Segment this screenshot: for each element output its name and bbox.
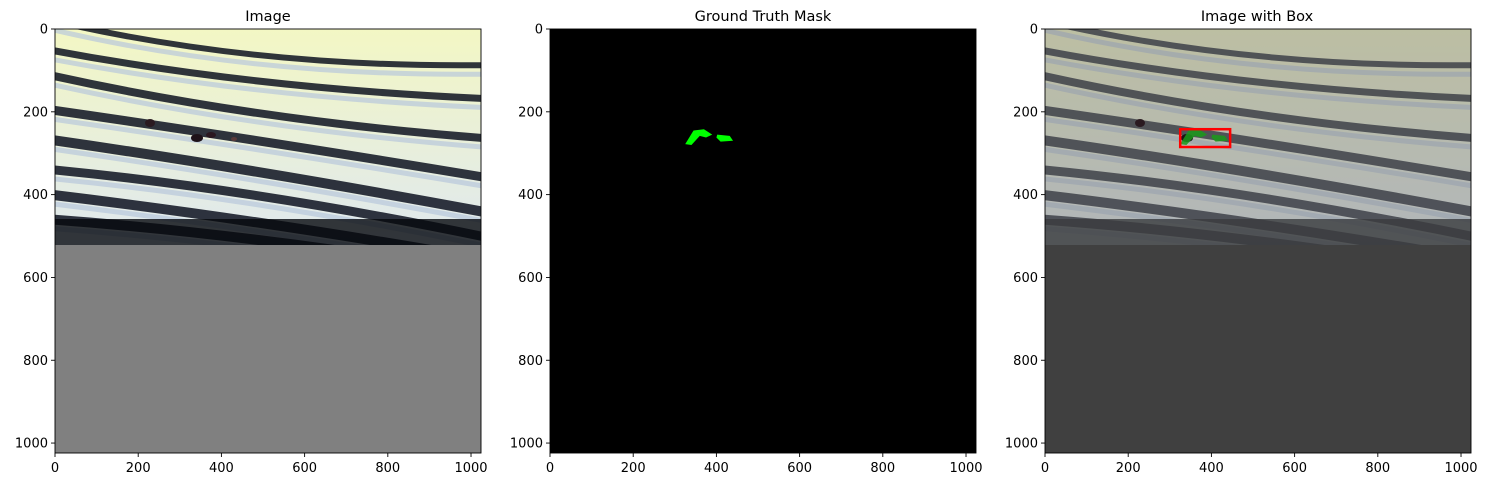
wire-photo-dimmed bbox=[1045, 29, 1471, 245]
x-tick-label: 600 bbox=[292, 461, 317, 476]
wire-strand-shadow bbox=[55, 72, 481, 142]
mask-background bbox=[550, 29, 976, 453]
y-tick-label: 400 bbox=[518, 188, 543, 203]
x-tick-label: 200 bbox=[621, 461, 646, 476]
y-tick-label: 1000 bbox=[15, 437, 48, 452]
wire-strand-highlight bbox=[55, 29, 481, 77]
wire-strand-highlight bbox=[1045, 29, 1471, 77]
wire-strand-shadow bbox=[1045, 105, 1471, 182]
wire-photo bbox=[55, 29, 481, 245]
wire-strands bbox=[1045, 29, 1471, 245]
y-tick-label: 400 bbox=[1013, 188, 1038, 203]
defect-spots bbox=[145, 119, 237, 142]
x-tick-label: 800 bbox=[1365, 461, 1390, 476]
x-tick-label: 400 bbox=[1199, 461, 1224, 476]
y-tick-label: 0 bbox=[1030, 23, 1038, 38]
y-tick-label: 800 bbox=[518, 354, 543, 369]
wire-strand-highlight bbox=[55, 57, 481, 110]
panel-title: Image bbox=[245, 9, 290, 25]
x-tick-label: 800 bbox=[375, 461, 400, 476]
wire-strand-shadow bbox=[55, 135, 481, 217]
wire-strand-highlight bbox=[55, 116, 481, 189]
wire-strand-shadow bbox=[55, 47, 481, 102]
y-tick-label: 800 bbox=[23, 354, 48, 369]
mask-region bbox=[716, 134, 734, 142]
x-tick-label: 0 bbox=[546, 461, 554, 476]
wire-strand-shadow bbox=[55, 105, 481, 182]
x-tick-label: 1000 bbox=[1444, 461, 1477, 476]
x-tick-label: 800 bbox=[870, 461, 895, 476]
wire-strand-shadow bbox=[1045, 47, 1471, 102]
x-tick-label: 600 bbox=[787, 461, 812, 476]
x-tick-label: 0 bbox=[1041, 461, 1049, 476]
bounding-box bbox=[1178, 127, 1232, 149]
wire-strand-highlight bbox=[55, 146, 481, 223]
x-tick-label: 200 bbox=[1116, 461, 1141, 476]
panel-title: Ground Truth Mask bbox=[695, 9, 832, 25]
y-tick-label: 600 bbox=[518, 271, 543, 286]
y-tick-label: 1000 bbox=[1005, 437, 1038, 452]
wire-strand-shadow bbox=[75, 29, 481, 69]
y-tick-label: 800 bbox=[1013, 354, 1038, 369]
x-tick-label: 0 bbox=[51, 461, 59, 476]
y-tick-label: 200 bbox=[518, 105, 543, 120]
y-tick-label: 600 bbox=[23, 271, 48, 286]
padding-region bbox=[1045, 245, 1471, 453]
wire-strand-highlight bbox=[1045, 116, 1471, 189]
mask-overlay bbox=[1180, 129, 1229, 145]
axes-frame bbox=[549, 28, 977, 454]
x-tick-label: 600 bbox=[1282, 461, 1307, 476]
panel-mask: Ground Truth Mask 0 200 400 600 800 100002004… bbox=[510, 9, 983, 476]
axes-frame bbox=[1044, 28, 1472, 454]
y-tick-label: 1000 bbox=[510, 437, 543, 452]
y-tick-label: 200 bbox=[23, 105, 48, 120]
x-tick-label: 1000 bbox=[454, 461, 487, 476]
wire-strand-highlight bbox=[1045, 82, 1471, 150]
y-tick-label: 400 bbox=[23, 188, 48, 203]
y-tick-label: 200 bbox=[1013, 105, 1038, 120]
axes-frame bbox=[54, 28, 482, 454]
wire-strand-highlight bbox=[1045, 57, 1471, 110]
wire-strand-highlight bbox=[1045, 146, 1471, 223]
x-tick-label: 200 bbox=[126, 461, 151, 476]
mask-region bbox=[1211, 134, 1229, 142]
x-tick-label: 400 bbox=[209, 461, 234, 476]
panel-image-with-box: Image with Box 0 200 400 600 800 100002004006… bbox=[1005, 9, 1478, 476]
mask-region bbox=[685, 129, 713, 145]
wire-strands bbox=[55, 29, 481, 245]
y-tick-label: 600 bbox=[1013, 271, 1038, 286]
wire-shadow-base bbox=[55, 219, 481, 245]
x-tick-label: 400 bbox=[704, 461, 729, 476]
wire-strand-shadow bbox=[1045, 135, 1471, 217]
padding-region bbox=[55, 245, 481, 453]
x-tick-label: 1000 bbox=[949, 461, 982, 476]
wire-strand-highlight bbox=[55, 82, 481, 150]
mask-region bbox=[1180, 129, 1208, 145]
wire-strand-shadow bbox=[1045, 72, 1471, 142]
y-tick-label: 0 bbox=[535, 23, 543, 38]
mask-regions bbox=[685, 129, 734, 145]
y-tick-label: 0 bbox=[40, 23, 48, 38]
wire-shadow-base bbox=[1045, 219, 1471, 245]
panel-title: Image with Box bbox=[1201, 9, 1314, 25]
wire-strand-shadow bbox=[1065, 29, 1471, 69]
